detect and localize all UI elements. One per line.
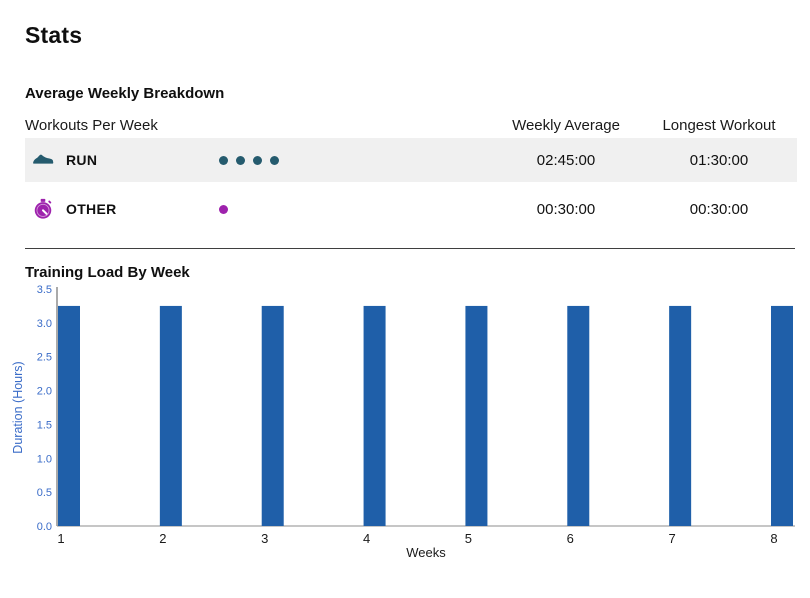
svg-text:Duration (Hours): Duration (Hours) — [11, 361, 25, 453]
longest-workout-value: 00:30:00 — [689, 200, 749, 218]
running-shoe-icon — [32, 149, 54, 171]
breakdown-heading: Average Weekly Breakdown — [25, 85, 225, 102]
svg-text:2.0: 2.0 — [37, 386, 52, 398]
svg-text:3: 3 — [261, 531, 268, 546]
workout-count-dot — [253, 155, 262, 165]
column-header-weekly-average: Weekly Average — [512, 116, 620, 134]
svg-text:2.5: 2.5 — [37, 352, 52, 364]
svg-text:0.0: 0.0 — [37, 521, 52, 533]
table-header-row: Workouts Per Week Weekly Average Longest… — [25, 114, 797, 136]
breakdown-table: Workouts Per Week Weekly Average Longest… — [25, 114, 797, 231]
workouts-per-week-dots — [219, 155, 491, 165]
page-title: Stats — [25, 22, 83, 48]
workout-count-dot — [236, 155, 245, 165]
svg-text:2: 2 — [159, 531, 166, 546]
svg-text:7: 7 — [669, 531, 676, 546]
table-row-other: OTHER 00:30:00 00:30:00 — [25, 187, 797, 231]
svg-text:3.0: 3.0 — [37, 318, 52, 330]
stopwatch-icon — [32, 198, 54, 220]
weekly-average-value: 00:30:00 — [536, 200, 596, 218]
weekly-average-value: 02:45:00 — [536, 151, 596, 169]
workout-count-dot — [219, 204, 228, 214]
svg-text:Weeks: Weeks — [406, 545, 446, 560]
svg-text:1.0: 1.0 — [37, 453, 52, 465]
stats-page: Stats Average Weekly Breakdown Workouts … — [0, 22, 810, 598]
table-row-run: RUN 02:45:00 01:30:00 — [25, 138, 797, 182]
section-divider — [25, 248, 795, 249]
average-weekly-breakdown-section: Average Weekly Breakdown Workouts Per We… — [25, 85, 797, 231]
svg-text:0.5: 0.5 — [37, 487, 52, 499]
training-load-bar-chart: 0.0 0.5 1.0 1.5 2.0 2.5 3.0 3.5 1 2 3 4 5 6 7 8 Weeks Dur… — [11, 284, 795, 560]
workout-count-dot — [219, 155, 228, 165]
svg-text:1: 1 — [57, 531, 64, 546]
activity-label: OTHER — [66, 201, 117, 217]
svg-text:5: 5 — [465, 531, 472, 546]
svg-text:8: 8 — [770, 531, 777, 546]
svg-text:4: 4 — [363, 531, 370, 546]
svg-text:6: 6 — [567, 531, 574, 546]
svg-text:1.5: 1.5 — [37, 419, 52, 431]
training-load-section: Training Load By Week 0.0 0.5 1.0 1.5 2.0 2.5… — [0, 264, 810, 569]
workout-count-dot — [270, 155, 279, 165]
activity-label: RUN — [66, 152, 98, 168]
svg-text:3.5: 3.5 — [37, 284, 52, 296]
longest-workout-value: 01:30:00 — [689, 151, 749, 169]
workouts-per-week-dots — [219, 204, 491, 214]
column-header-longest-workout: Longest Workout — [662, 116, 776, 134]
column-header-workouts-per-week: Workouts Per Week — [25, 116, 158, 134]
training-load-heading: Training Load By Week — [25, 264, 190, 281]
